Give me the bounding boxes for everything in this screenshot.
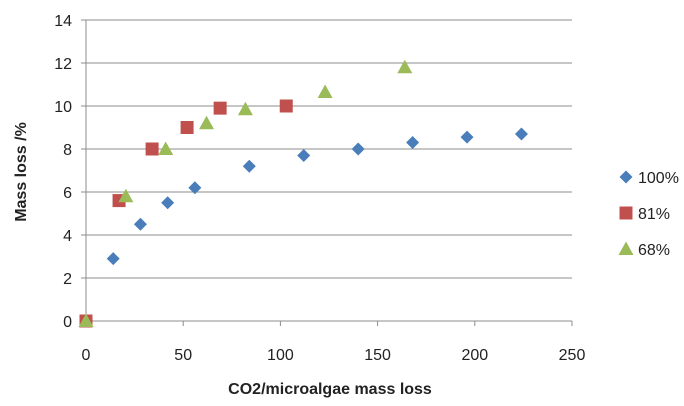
y-tick-label: 0 [63, 314, 72, 331]
data-point-diamond [161, 196, 175, 210]
data-point-square [213, 101, 227, 115]
data-point-triangle [237, 101, 253, 116]
legend-marker-triangle [618, 241, 634, 255]
data-point-triangle [158, 141, 174, 155]
axes [81, 19, 573, 326]
y-tick-label: 6 [63, 185, 72, 202]
data-point-diamond [460, 130, 474, 144]
x-axis-title: CO2/microalgae mass loss [228, 381, 432, 398]
data-point-diamond [514, 127, 528, 141]
y-axis-title: Mass loss /% [13, 122, 30, 222]
data-series [78, 59, 528, 328]
y-tick-label: 4 [63, 228, 72, 245]
data-point-triangle [397, 59, 413, 74]
data-point-triangle [317, 84, 333, 99]
data-point-triangle [78, 313, 94, 327]
series-0 [79, 127, 528, 328]
legend-label: 100% [638, 170, 679, 187]
series-2 [78, 59, 413, 327]
data-point-triangle [199, 115, 215, 130]
data-point-diamond [297, 148, 311, 162]
series-1 [79, 99, 293, 328]
x-tick-label: 50 [174, 347, 192, 364]
y-tick-label: 14 [54, 13, 72, 30]
x-tick-label: 150 [364, 347, 391, 364]
data-point-diamond [351, 142, 365, 156]
tick-labels: 0 2 4 6 8 10 12 14 0 50 100 150 200 250 [54, 13, 585, 364]
data-point-square [279, 99, 293, 113]
legend: 100% 81% 68% [618, 170, 679, 259]
x-tick-label: 250 [559, 347, 586, 364]
legend-marker-diamond [619, 170, 633, 184]
data-point-diamond [188, 181, 202, 195]
data-point-diamond [242, 159, 256, 173]
y-tick-label: 8 [63, 142, 72, 159]
gridlines [86, 19, 572, 279]
legend-marker-square [619, 206, 633, 220]
x-tick-label: 0 [82, 347, 91, 364]
y-tick-label: 2 [63, 271, 72, 288]
data-point-diamond [406, 136, 420, 150]
legend-label: 68% [638, 242, 670, 259]
y-tick-label: 12 [54, 56, 72, 73]
data-point-diamond [133, 217, 147, 231]
data-point-diamond [106, 252, 120, 266]
x-tick-label: 200 [461, 347, 488, 364]
y-tick-label: 10 [54, 99, 72, 116]
x-tick-label: 100 [267, 347, 294, 364]
data-point-triangle [118, 188, 134, 203]
legend-label: 81% [638, 206, 670, 223]
data-point-square [180, 121, 194, 134]
data-point-square [145, 142, 159, 156]
